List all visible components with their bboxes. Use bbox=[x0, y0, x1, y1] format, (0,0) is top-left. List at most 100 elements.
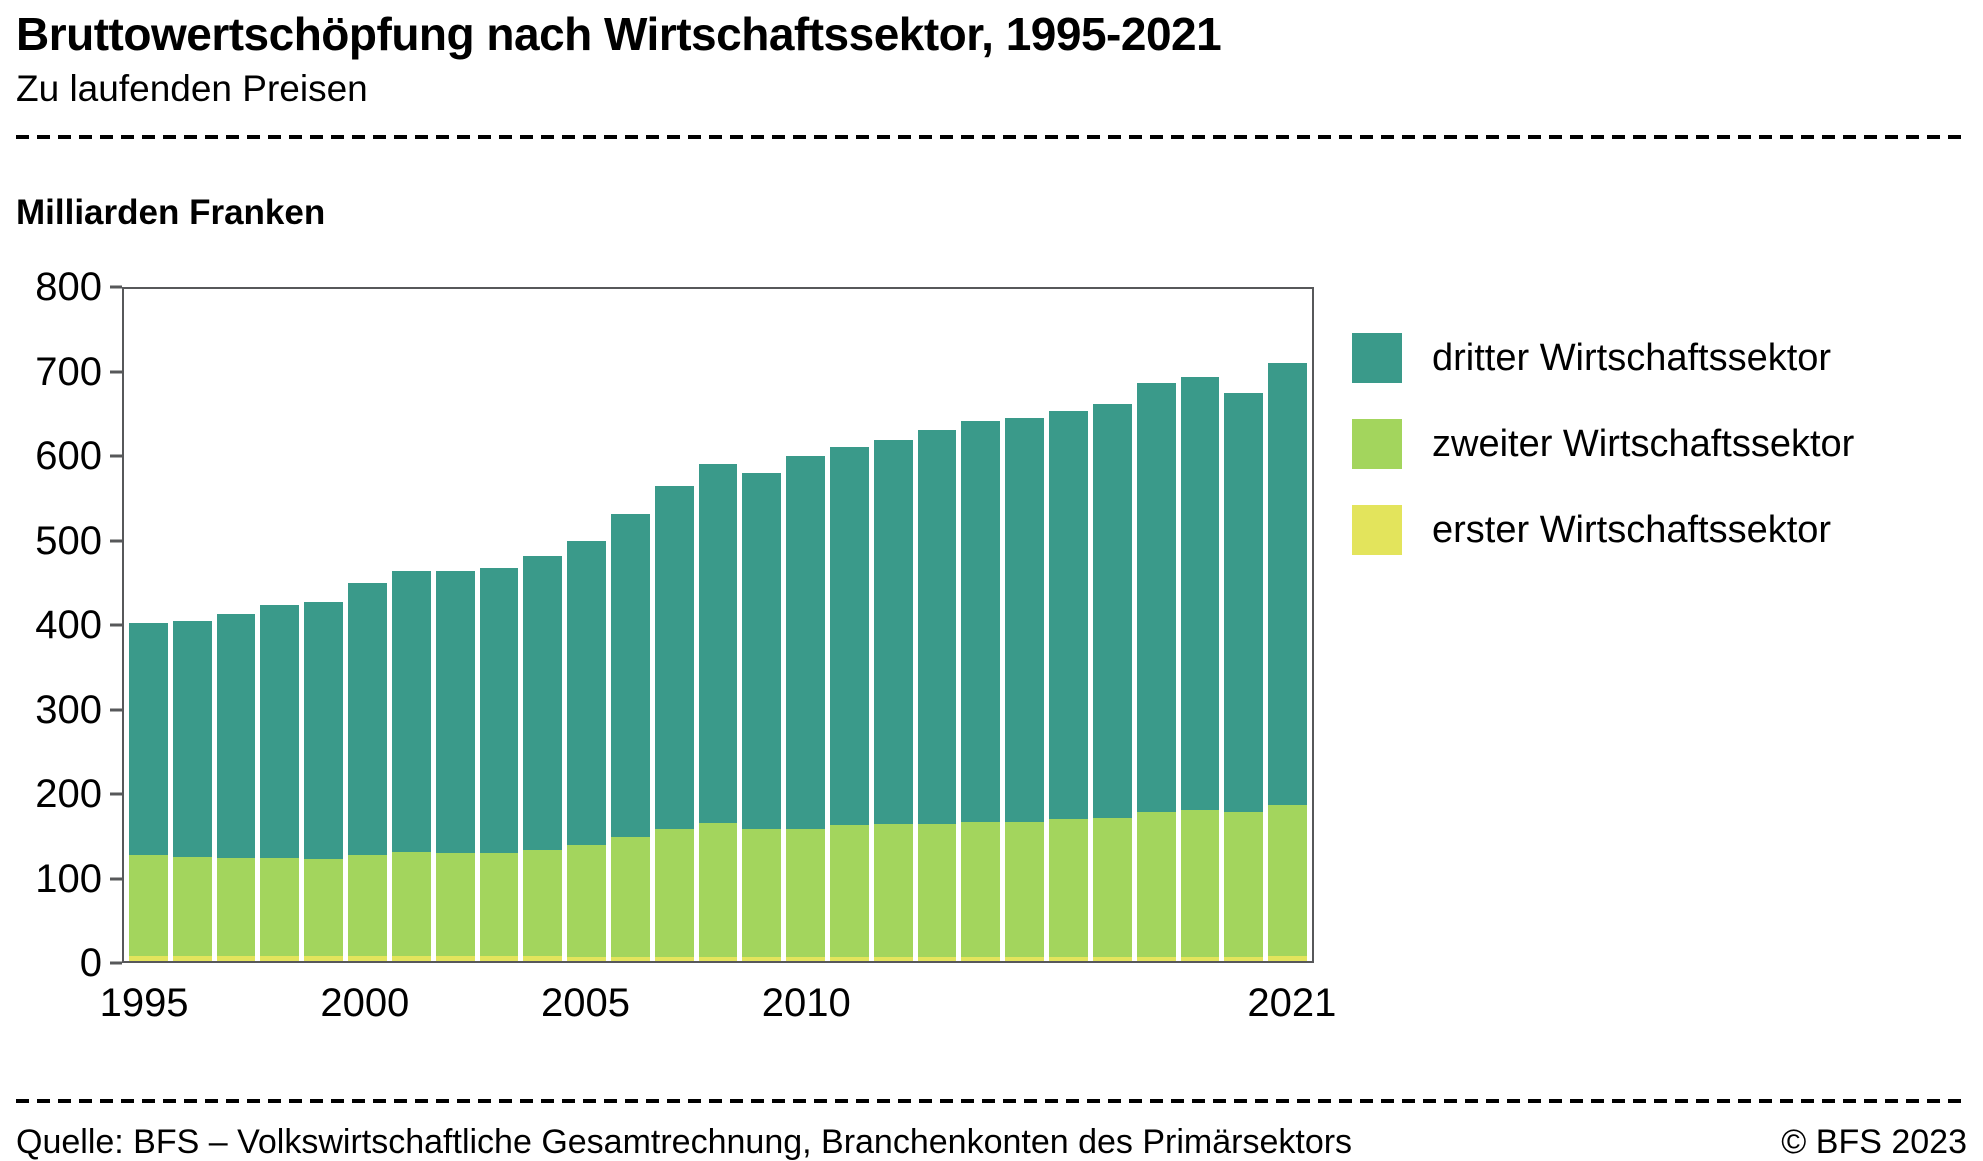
bar-2003 bbox=[479, 289, 519, 962]
bar-segment-erster-1995 bbox=[129, 956, 168, 962]
legend-swatch-icon bbox=[1352, 505, 1402, 556]
bar-2000 bbox=[348, 289, 387, 962]
y-tick-label-0: 0 bbox=[79, 941, 102, 986]
bar-segment-zweiter-2003 bbox=[479, 852, 519, 957]
bottom-divider bbox=[16, 1099, 1967, 1104]
bar-segment-erster-2008 bbox=[698, 957, 738, 962]
legend-label: dritter Wirtschaftssektor bbox=[1432, 336, 1832, 379]
bar-segment-dritter-2014 bbox=[961, 421, 1001, 822]
legend-label: erster Wirtschaftssektor bbox=[1432, 508, 1832, 551]
source-text: Quelle: BFS – Volkswirtschaftliche Gesam… bbox=[16, 1123, 1353, 1161]
bar-segment-zweiter-2015 bbox=[1005, 821, 1045, 958]
bar-segment-dritter-1995 bbox=[129, 622, 168, 855]
bar-segment-zweiter-2000 bbox=[348, 854, 387, 957]
bar-2002 bbox=[435, 289, 475, 962]
header: Bruttowertschöpfung nach Wirtschaftssekt… bbox=[16, 8, 1967, 111]
bar-2019 bbox=[1180, 289, 1220, 962]
bar-segment-zweiter-1999 bbox=[304, 858, 344, 957]
bar-segment-dritter-2005 bbox=[567, 541, 606, 846]
bar-1997 bbox=[216, 289, 256, 962]
bar-segment-zweiter-2020 bbox=[1224, 811, 1264, 958]
bar-segment-erster-2016 bbox=[1049, 957, 1088, 962]
bar-segment-zweiter-1995 bbox=[129, 854, 168, 957]
chart-area: 0 100 200 300 400 500 600 700 800 1995 2000 2005 20… bbox=[16, 267, 1967, 1041]
bar-segment-erster-2003 bbox=[479, 956, 519, 962]
y-tick-label-800: 800 bbox=[35, 265, 102, 310]
bar-segment-dritter-2009 bbox=[742, 473, 782, 830]
bar-segment-erster-1998 bbox=[260, 956, 300, 962]
bar-segment-erster-2000 bbox=[348, 956, 387, 962]
bar-segment-erster-1997 bbox=[216, 956, 256, 962]
bar-segment-erster-2002 bbox=[435, 956, 475, 962]
legend-item: zweiter Wirtschaftssektor bbox=[1352, 419, 1855, 470]
bar-segment-dritter-1996 bbox=[172, 621, 212, 858]
bar-segment-zweiter-2018 bbox=[1136, 811, 1176, 958]
bar-segment-dritter-2004 bbox=[523, 555, 563, 851]
bar-segment-erster-2004 bbox=[523, 956, 563, 962]
y-tick-label-400: 400 bbox=[35, 603, 102, 648]
legend-label: zweiter Wirtschaftssektor bbox=[1432, 422, 1855, 465]
x-tick-label-2021: 2021 bbox=[1247, 981, 1337, 1026]
y-tick-mark bbox=[110, 792, 122, 796]
bar-segment-zweiter-1996 bbox=[172, 857, 212, 957]
legend-item: erster Wirtschaftssektor bbox=[1352, 505, 1854, 556]
bar-segment-zweiter-2011 bbox=[830, 825, 869, 958]
y-tick-mark bbox=[110, 877, 122, 881]
x-tick-label-1995: 1995 bbox=[99, 981, 189, 1026]
bar-segment-erster-2007 bbox=[654, 957, 694, 962]
page-subtitle: Zu laufenden Preisen bbox=[16, 67, 368, 109]
bar-segment-zweiter-2001 bbox=[391, 852, 431, 957]
bar-2006 bbox=[610, 289, 650, 962]
chart-legend: dritter Wirtschaftssektor zweiter Wirtsch… bbox=[1352, 287, 1854, 1041]
y-tick-mark bbox=[110, 708, 122, 712]
bar-segment-erster-2009 bbox=[742, 957, 782, 962]
top-divider bbox=[16, 135, 1967, 140]
bar-1999 bbox=[304, 289, 344, 962]
bar-segment-zweiter-2006 bbox=[610, 836, 650, 958]
bar-segment-dritter-2007 bbox=[654, 485, 694, 829]
bar-segment-zweiter-2012 bbox=[873, 824, 913, 958]
x-tick-label-2010: 2010 bbox=[761, 981, 851, 1026]
bar-segment-zweiter-2021 bbox=[1268, 805, 1307, 957]
y-tick-mark bbox=[110, 539, 122, 543]
bar-2008 bbox=[698, 289, 738, 962]
bar-segment-dritter-2012 bbox=[873, 439, 913, 825]
bar-2020 bbox=[1224, 289, 1264, 962]
bar-1995 bbox=[129, 289, 168, 962]
bar-segment-zweiter-2016 bbox=[1049, 819, 1088, 958]
bar-1998 bbox=[260, 289, 300, 962]
bar-2009 bbox=[742, 289, 782, 962]
bar-segment-erster-2011 bbox=[830, 957, 869, 962]
y-tick-label-500: 500 bbox=[35, 518, 102, 563]
bar-2001 bbox=[391, 289, 431, 962]
bar-segment-erster-2019 bbox=[1180, 957, 1220, 962]
bar-2013 bbox=[917, 289, 957, 962]
y-tick-mark bbox=[110, 370, 122, 374]
y-axis-title: Milliarden Franken bbox=[16, 193, 326, 233]
bar-2011 bbox=[830, 289, 869, 962]
bar-segment-dritter-2011 bbox=[830, 447, 869, 826]
bar-segment-erster-2017 bbox=[1092, 957, 1132, 962]
legend-item: dritter Wirtschaftssektor bbox=[1352, 333, 1854, 384]
bar-1996 bbox=[172, 289, 212, 962]
legend-swatch-icon bbox=[1352, 333, 1402, 384]
bar-segment-dritter-2016 bbox=[1049, 411, 1088, 820]
bar-segment-erster-2012 bbox=[873, 957, 913, 962]
bar-segment-erster-2015 bbox=[1005, 957, 1045, 962]
bar-segment-dritter-1997 bbox=[216, 614, 256, 858]
bar-segment-erster-2001 bbox=[391, 956, 431, 962]
bar-segment-dritter-2015 bbox=[1005, 417, 1045, 822]
bar-segment-zweiter-2005 bbox=[567, 845, 606, 958]
bar-segment-erster-2010 bbox=[786, 957, 825, 962]
bar-segment-zweiter-2008 bbox=[698, 822, 738, 958]
bar-segment-erster-1999 bbox=[304, 956, 344, 962]
footer: Quelle: BFS – Volkswirtschaftliche Gesam… bbox=[16, 1123, 1967, 1161]
bar-segment-zweiter-1998 bbox=[260, 857, 300, 957]
legend-swatch-icon bbox=[1352, 419, 1402, 470]
bar-segment-zweiter-2013 bbox=[917, 823, 957, 958]
bar-segment-zweiter-2019 bbox=[1180, 810, 1220, 958]
bar-2014 bbox=[961, 289, 1001, 962]
bar-segment-dritter-2001 bbox=[391, 570, 431, 853]
page-title: Bruttowertschöpfung nach Wirtschaftssekt… bbox=[16, 8, 1222, 60]
